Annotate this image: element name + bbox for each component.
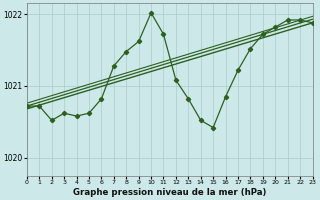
X-axis label: Graphe pression niveau de la mer (hPa): Graphe pression niveau de la mer (hPa) <box>73 188 266 197</box>
